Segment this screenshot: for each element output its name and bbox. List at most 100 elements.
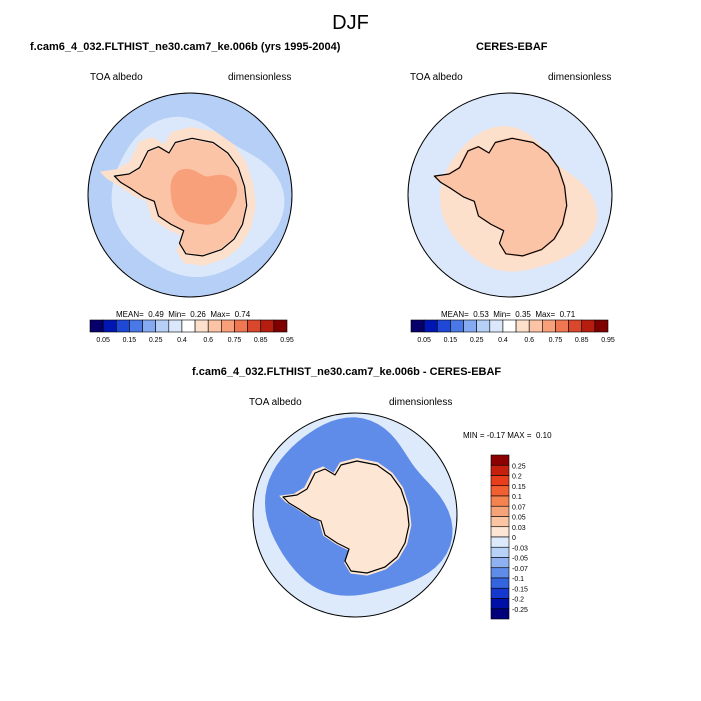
colorbar-3-box [490, 557, 510, 569]
colorbar-2-tick-label: 0.85 [575, 337, 589, 344]
panel3-min-value: -0.17 [486, 431, 506, 440]
colorbar-1-box [129, 319, 143, 333]
panel2-units-label: dimensionless [548, 72, 612, 83]
panel3-min-label: MIN = [463, 431, 485, 440]
colorbar-3-tick-label: 0.05 [512, 515, 526, 522]
colorbar-2-tick-label: 0.4 [498, 337, 508, 344]
colorbar-3-box [490, 567, 510, 579]
colorbar-1-box [168, 319, 183, 333]
colorbar-1-tick-label: 0.05 [96, 337, 110, 344]
colorbar-1-box [221, 319, 235, 333]
panel2-variable-label: TOA albedo [410, 72, 463, 83]
panel3-max-value: 0.10 [535, 431, 552, 440]
panel3-title: f.cam6_4_032.FLTHIST_ne30.cam7_ke.006b -… [192, 366, 502, 378]
colorbar-3-tick-label: -0.1 [512, 576, 524, 583]
coastline-3 [282, 460, 410, 574]
colorbar-2-tick-label: 0.75 [549, 337, 563, 344]
region-continent [279, 458, 412, 576]
colorbar-1-tick-label: 0.25 [149, 337, 163, 344]
colorbar-3-tick-label: 0.15 [512, 484, 526, 491]
colorbar-2-box [450, 319, 464, 333]
colorbar-3-box [490, 587, 510, 599]
colorbar-3-box [490, 505, 510, 517]
colorbar-2-tick-label: 0.25 [470, 337, 484, 344]
map-border-3 [252, 412, 458, 618]
colorbar-2-tick-label: 0.6 [524, 337, 534, 344]
panel2-mean-label: MEAN= [441, 310, 469, 319]
colorbar-3-tick-label: -0.2 [512, 597, 524, 604]
colorbar-2-box [463, 319, 477, 333]
colorbar-3-tick-label: 0.1 [512, 494, 522, 501]
colorbar-3-tick-label: -0.15 [512, 586, 528, 593]
colorbar-2-box [410, 319, 425, 333]
colorbar-1-tick-label: 0.95 [280, 337, 294, 344]
panel2-title: CERES-EBAF [476, 41, 548, 53]
colorbar-2-tick-label: 0.05 [417, 337, 431, 344]
colorbar-3-box [490, 495, 510, 507]
colorbar-3-tick-label: 0.2 [512, 474, 522, 481]
panel1-max-value: 0.74 [234, 310, 251, 319]
colorbar-2-box [423, 319, 438, 333]
colorbar-1-box [234, 319, 248, 333]
map-border-2 [407, 92, 613, 298]
colorbar-3-box [490, 598, 510, 610]
colorbar-3-box [490, 608, 510, 620]
colorbar-3-box [490, 546, 510, 558]
colorbar-1-tick-label: 0.75 [228, 337, 242, 344]
panel1-min-value: 0.26 [190, 310, 206, 319]
colorbar-1-box [260, 319, 275, 333]
panel1-mean-label: MEAN= [116, 310, 144, 319]
panel1-stats: MEAN= 0.49 Min= 0.26 Max= 0.74 [116, 310, 250, 319]
colorbar-2-box [594, 319, 609, 333]
colorbar-3-tick-label: 0.07 [512, 504, 526, 511]
colorbar-1-box [142, 319, 156, 333]
colorbar-2-box [436, 319, 451, 333]
colorbar-1-box [247, 319, 262, 333]
colorbar-3-tick-label: -0.05 [512, 556, 528, 563]
colorbar-2-box [568, 319, 583, 333]
colorbar-1-box [102, 319, 117, 333]
colorbar-3-box [490, 475, 510, 487]
colorbar-2-box [476, 319, 491, 333]
panel2-max-value: 0.71 [559, 310, 576, 319]
panel3-variable-label: TOA albedo [249, 397, 302, 408]
panel1-title: f.cam6_4_032.FLTHIST_ne30.cam7_ke.006b (… [30, 41, 341, 53]
colorbar-3-box [490, 485, 510, 497]
region-plateau-core [170, 168, 238, 225]
panel3-max-label: MAX = [507, 431, 532, 440]
colorbar-1-box [89, 319, 104, 333]
panel1-max-label: Max= [210, 310, 231, 319]
colorbar-2-box [528, 319, 543, 333]
colorbar-1-tick-label: 0.4 [177, 337, 187, 344]
panel3-stats: MIN = -0.17 MAX = 0.10 [463, 431, 552, 440]
colorbar-1-box [273, 319, 288, 333]
panel1-units-label: dimensionless [228, 72, 292, 83]
panel1-mean-value: 0.49 [148, 310, 164, 319]
colorbar-2-box [489, 319, 504, 333]
colorbar-3-tick-label: -0.25 [512, 607, 528, 614]
panel2-max-label: Max= [535, 310, 556, 319]
colorbar-2-box [502, 319, 517, 333]
panel2-min-value: 0.35 [515, 310, 531, 319]
colorbar-3-box [490, 577, 510, 589]
colorbar-3-tick-label: 0 [512, 535, 516, 542]
colorbar-1-tick-label: 0.15 [123, 337, 137, 344]
panel1-min-label: Min= [168, 310, 186, 319]
colorbar-1-box [181, 319, 196, 333]
colorbar-3-box [490, 516, 510, 528]
colorbar-3-tick-label: 0.25 [512, 463, 526, 470]
colorbar-1-box [207, 319, 222, 333]
panel2-mean-value: 0.53 [473, 310, 489, 319]
panel2-stats: MEAN= 0.53 Min= 0.35 Max= 0.71 [441, 310, 575, 319]
colorbar-1-box [155, 319, 170, 333]
coastline-1 [113, 137, 248, 257]
colorbar-3-box [490, 536, 510, 548]
region-continent [432, 137, 568, 257]
colorbar-2-box [515, 319, 530, 333]
colorbar-1-tick-label: 0.85 [254, 337, 268, 344]
